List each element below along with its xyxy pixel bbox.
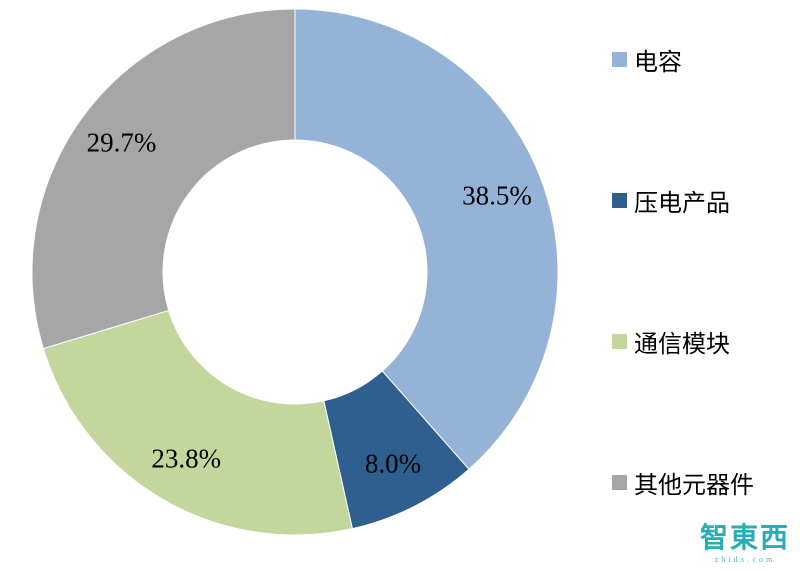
legend-label: 压电产品 [634, 191, 730, 217]
slice-label-2: 8.0% [364, 448, 422, 479]
pie-slice-3 [42, 309, 353, 536]
legend-item-2: 压电产品 [612, 183, 754, 218]
legend-label: 其他元器件 [634, 473, 754, 499]
legend: 电容压电产品通信模块其他元器件 [612, 42, 754, 500]
legend-swatch [612, 193, 627, 208]
legend-swatch [612, 334, 627, 349]
legend-swatch [612, 475, 627, 490]
slice-label-1: 38.5% [462, 180, 532, 211]
legend-item-1: 电容 [612, 42, 754, 77]
watermark-subtext: zhidx.com [714, 555, 776, 564]
watermark-text: 智東西 [699, 523, 790, 554]
legend-swatch [612, 52, 627, 67]
legend-label: 电容 [634, 50, 682, 76]
legend-item-3: 通信模块 [612, 324, 754, 359]
pie-slice-1 [294, 8, 559, 470]
legend-item-4: 其他元器件 [612, 465, 754, 500]
slice-label-3: 23.8% [151, 443, 222, 474]
watermark-logo: 智東西 zhidx.com [700, 525, 790, 564]
pie-slice-4 [31, 8, 296, 350]
legend-label: 通信模块 [634, 332, 730, 358]
slice-label-4: 29.7% [86, 127, 157, 158]
